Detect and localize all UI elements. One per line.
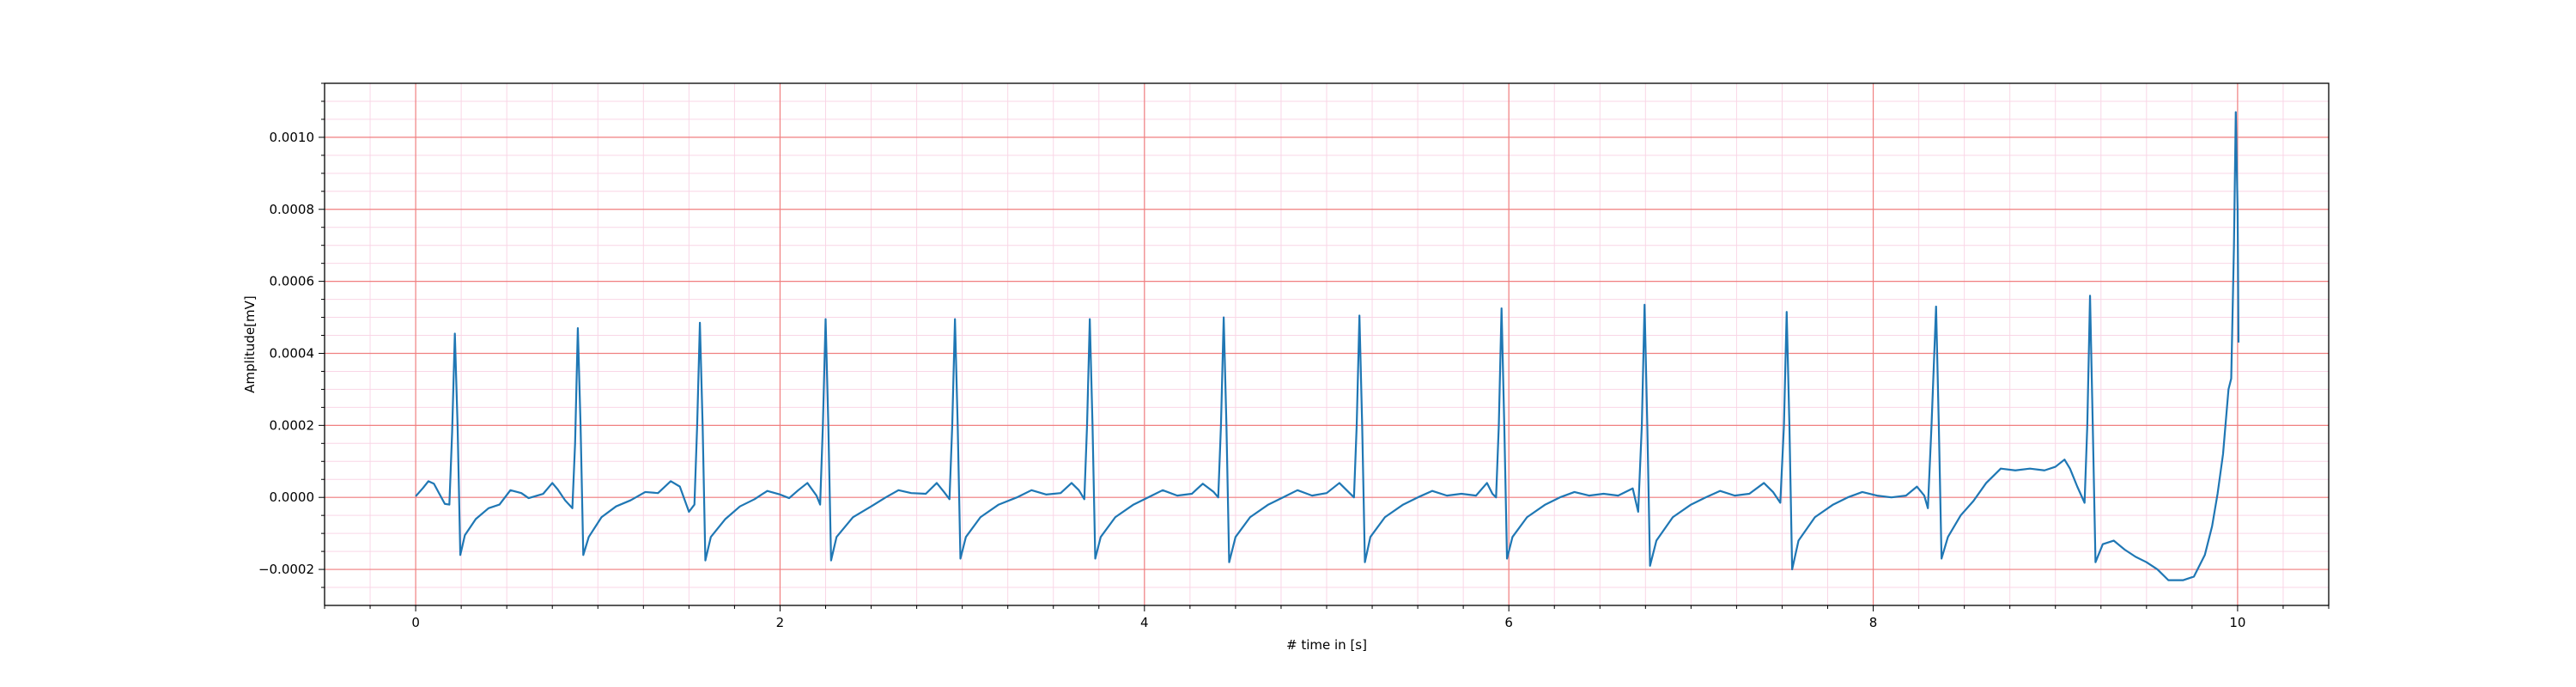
x-tick-label: 8 [1869, 615, 1878, 630]
y-axis-ticks: −0.0002 0.0000 0.0002 0.0004 0.0006 0.0008 0.0… [258, 82, 325, 588]
x-tick-label: 10 [2229, 615, 2245, 630]
series-layer [415, 111, 2240, 581]
x-tick-label: 2 [776, 615, 785, 630]
y-tick-label: 0.0000 [270, 489, 315, 505]
x-tick-label: 0 [411, 615, 420, 630]
ecg-series-line [415, 111, 2240, 581]
x-tick-label: 4 [1140, 615, 1149, 630]
x-axis-ticks: 0 2 4 6 8 10 [324, 605, 2330, 630]
y-tick-label: −0.0002 [258, 562, 314, 577]
y-tick-label: 0.0004 [270, 345, 315, 361]
x-axis-label: # time in [s] [1286, 637, 1367, 653]
major-grid [325, 83, 2329, 605]
y-tick-label: 0.0008 [270, 202, 315, 217]
y-tick-label: 0.0002 [270, 417, 315, 433]
y-axis-label: Amplitude[mV] [242, 295, 258, 392]
y-tick-label: 0.0006 [270, 274, 315, 289]
minor-grid [324, 82, 2330, 605]
x-tick-label: 6 [1504, 615, 1513, 630]
y-tick-label: 0.0010 [270, 130, 315, 145]
